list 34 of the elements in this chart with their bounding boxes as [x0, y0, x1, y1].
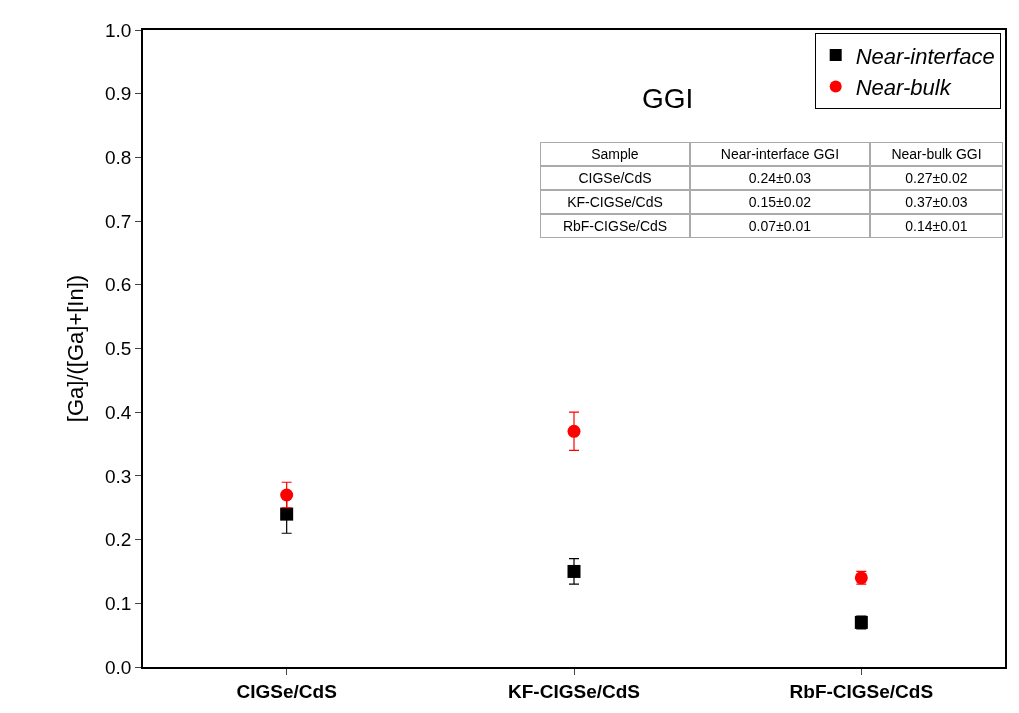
y-tick-label: 0.2 — [105, 529, 132, 551]
y-tick-label: 0.0 — [105, 656, 132, 678]
annotation: 0.37±0.03 — [905, 194, 968, 210]
annotation: 0.14±0.01 — [905, 218, 968, 234]
y-tick-label: 0.1 — [105, 592, 132, 614]
y-tick-label: 0.6 — [105, 274, 132, 296]
y-tick-label: 1.0 — [105, 19, 132, 41]
annotation: Sample — [591, 146, 639, 162]
y-tick-label: 0.8 — [105, 147, 132, 169]
annotation: CIGSe/CdS — [578, 170, 652, 186]
annotation: 0.27±0.02 — [905, 170, 968, 186]
annotation: KF-CIGSe/CdS — [567, 194, 663, 210]
annotation: RbF-CIGSe/CdS — [562, 218, 668, 234]
annotation: 0.15±0.02 — [748, 194, 812, 210]
point — [567, 564, 581, 578]
y-axis-title: [Ga]/([Ga]+[In]) — [63, 274, 89, 423]
legend-label: Near-interface — [855, 43, 995, 69]
annotation: GGI — [642, 83, 694, 114]
x-tick-label: KF-CIGSe/CdS — [508, 680, 640, 702]
point — [280, 488, 294, 502]
y-tick-label: 0.9 — [105, 83, 132, 105]
point — [567, 424, 581, 438]
y-tick-label: 0.4 — [105, 401, 132, 423]
annotation: 0.24±0.03 — [748, 170, 812, 186]
y-tick-label: 0.3 — [105, 465, 132, 487]
y-tick-label: 0.5 — [105, 338, 132, 360]
point — [280, 507, 294, 521]
annotation: 0.07±0.01 — [748, 218, 812, 234]
annotation: Near-interface GGI — [720, 146, 840, 162]
y-tick-label: 0.7 — [105, 210, 132, 232]
legend-label: Near-bulk — [855, 75, 952, 101]
annotation: Near-bulk GGI — [891, 146, 982, 162]
x-tick-label: RbF-CIGSe/CdS — [789, 680, 934, 702]
x-tick-label: CIGSe/CdS — [236, 680, 337, 702]
